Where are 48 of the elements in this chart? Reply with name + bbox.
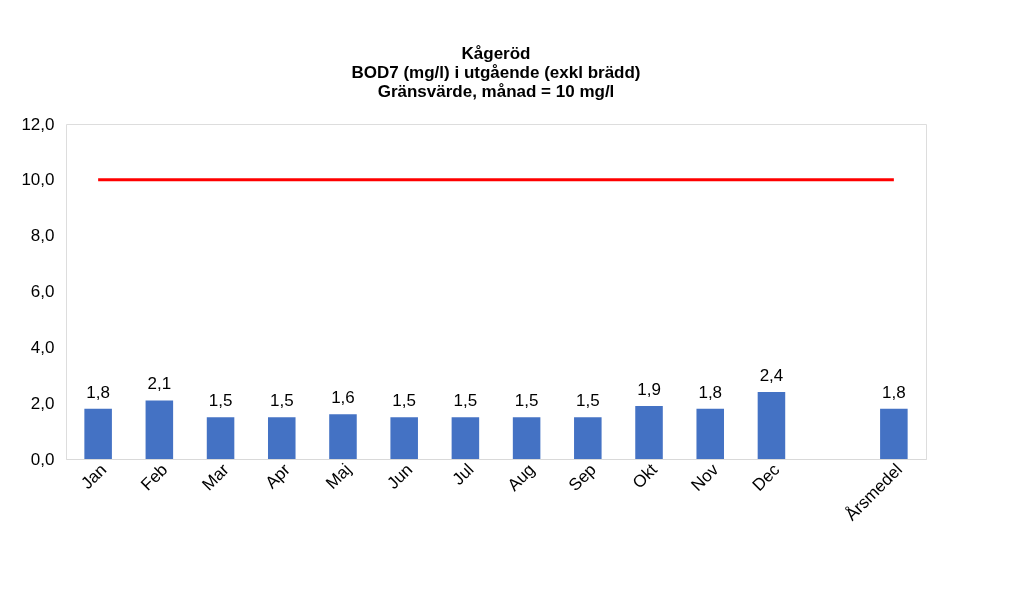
data-label: 1,8: [86, 382, 110, 402]
x-tick-label: Jun: [383, 460, 417, 493]
bar: [512, 417, 541, 459]
bar: [267, 417, 296, 459]
bar: [574, 417, 602, 459]
bar: [635, 405, 663, 459]
y-tick-label: 2,0: [30, 393, 55, 413]
bar: [451, 417, 480, 459]
bar: [757, 392, 786, 459]
data-label: 1,5: [453, 391, 478, 411]
x-tick-label: Maj: [322, 460, 355, 493]
data-label: 1,6: [331, 388, 355, 408]
data-label: 2,4: [759, 366, 784, 385]
text: Gränsvärde, månad = 10 mg/l: [377, 82, 615, 101]
data-label: 2,1: [147, 374, 172, 394]
text: BOD7 (mg/l) i utgående (exkl brädd): [351, 63, 641, 82]
bar: [84, 408, 112, 459]
y-tick-label: 10,0: [21, 170, 55, 190]
x-tick-label: Nov: [687, 459, 723, 495]
x-tick-label: Dec: [748, 459, 784, 495]
bar: [206, 417, 235, 459]
x-tick-label: Okt: [628, 459, 662, 493]
bar: [390, 417, 418, 459]
data-label: 1,5: [269, 391, 294, 411]
x-tick-label: Feb: [137, 460, 172, 495]
y-tick-label: 6,0: [30, 282, 55, 301]
y-tick-label: 12,0: [21, 114, 55, 134]
data-label: 1,5: [208, 391, 233, 411]
x-tick-label: Jul: [448, 460, 478, 489]
y-tick-label: 8,0: [30, 226, 55, 246]
text: Kågeröd: [461, 44, 531, 63]
y-tick-label: 4,0: [30, 337, 55, 357]
x-tick-label: Apr: [261, 459, 295, 493]
bar: [880, 408, 908, 459]
x-tick-label: Sep: [565, 460, 600, 495]
bar: [696, 408, 725, 459]
data-label: 1,8: [698, 382, 723, 402]
x-tick-label: Mar: [198, 459, 233, 495]
x-tick-label: Jan: [77, 460, 111, 493]
y-tick-label: 0,0: [30, 449, 55, 469]
bar: [329, 414, 357, 459]
data-label: 1,5: [392, 391, 417, 411]
data-label: 1,5: [575, 391, 600, 411]
bar: [145, 400, 174, 459]
data-label: 1,5: [514, 391, 539, 411]
x-tick-label: Aug: [503, 460, 539, 495]
data-label: 1,8: [882, 382, 906, 402]
data-label: 1,9: [637, 379, 661, 399]
